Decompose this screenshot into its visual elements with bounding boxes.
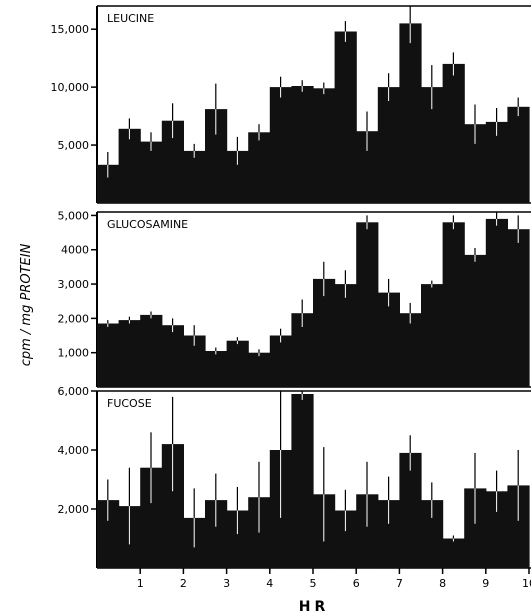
leucine-bar-1 <box>97 164 120 203</box>
leucine-bar-5 <box>183 150 206 203</box>
fucose-x-tick-label: 2 <box>180 577 187 590</box>
glucosamine-bar-12 <box>334 284 357 387</box>
fucose-bar-6 <box>205 500 228 568</box>
fucose-bar-7 <box>226 510 249 568</box>
glucosamine-y-tick-label: 5,000 <box>58 209 90 222</box>
leucine-bar-19 <box>485 121 508 203</box>
fucose-x-tick-label: 4 <box>266 577 273 590</box>
glucosamine-bar-20 <box>507 229 530 387</box>
leucine-bar-12 <box>334 31 357 203</box>
glucosamine-bar-4 <box>161 325 184 387</box>
fucose-x-tick-label: 5 <box>310 577 317 590</box>
fucose-x-tick-label: 9 <box>482 577 489 590</box>
glucosamine-bar-13 <box>356 222 379 387</box>
fucose-bar-15 <box>399 452 422 568</box>
fucose-panel: 2,000 4,000 6,000 FUCOSE 1 2 3 4 5 6 7 8 9 10 <box>58 385 531 590</box>
leucine-bar-2 <box>118 128 141 203</box>
glucosamine-bar-15 <box>399 313 422 387</box>
glucosamine-bar-9 <box>269 335 292 387</box>
glucosamine-bar-16 <box>421 284 444 387</box>
glucosamine-bar-7 <box>226 340 249 387</box>
glucosamine-panel: 1,000 2,000 3,000 4000 5,000 GLUCOSAMINE <box>58 209 531 388</box>
chart-panels: 5,00010,00015,000LEUCINE1,0002,0003,0004… <box>51 5 531 590</box>
fucose-x-tick-label: 6 <box>353 577 360 590</box>
leucine-y-tick-label: 5,000 <box>58 139 90 152</box>
glucosamine-y-tick-label: 4000 <box>61 244 89 257</box>
leucine-bar-20 <box>507 106 530 203</box>
leucine-bar-4 <box>161 120 184 203</box>
glucosamine-bar-10 <box>291 313 314 387</box>
glucosamine-bar-3 <box>140 314 163 387</box>
fucose-x-tick-label: 10 <box>522 577 531 590</box>
leucine-bar-11 <box>313 88 336 203</box>
leucine-bar-9 <box>269 87 292 203</box>
glucosamine-bar-5 <box>183 335 206 387</box>
fucose-bar-12 <box>334 510 357 568</box>
fucose-y-tick-label: 4,000 <box>58 444 90 457</box>
fucose-panel-title: FUCOSE <box>107 397 152 410</box>
fucose-x-tick-label: 3 <box>223 577 230 590</box>
fucose-bar-18 <box>464 488 487 568</box>
fucose-bar-10 <box>291 394 314 568</box>
leucine-bar-13 <box>356 131 379 203</box>
glucosamine-bar-2 <box>118 320 141 387</box>
leucine-bar-17 <box>442 63 465 204</box>
leucine-y-tick-label: 15,000 <box>51 23 90 36</box>
glucosamine-panel-title: GLUCOSAMINE <box>107 218 188 231</box>
leucine-panel-title: LEUCINE <box>107 12 154 25</box>
fucose-x-tick-label: 8 <box>439 577 446 590</box>
glucosamine-bar-18 <box>464 254 487 387</box>
fucose-bar-13 <box>356 494 379 569</box>
glucosamine-bar-19 <box>485 218 508 387</box>
glucosamine-bar-17 <box>442 222 465 387</box>
glucosamine-y-tick-label: 1,000 <box>58 347 90 360</box>
glucosamine-bar-6 <box>205 351 228 387</box>
fucose-x-tick-label: 7 <box>396 577 403 590</box>
fucose-bar-19 <box>485 491 508 568</box>
leucine-bar-8 <box>248 132 271 203</box>
leucine-bar-6 <box>205 109 228 203</box>
x-axis-label: HR <box>299 599 330 615</box>
fucose-bar-14 <box>377 500 400 568</box>
leucine-bar-15 <box>399 23 422 204</box>
y-axis-label: cpm / mg PROTEIN <box>19 243 34 366</box>
glucosamine-bar-11 <box>313 278 336 387</box>
leucine-bar-7 <box>226 150 249 203</box>
leucine-y-tick-label: 10,000 <box>51 81 90 94</box>
leucine-bar-3 <box>140 141 163 203</box>
fucose-y-tick-label: 6,000 <box>58 385 90 398</box>
fucose-y-tick-label: 2,000 <box>58 503 90 516</box>
glucosamine-bar-14 <box>377 292 400 387</box>
leucine-bar-18 <box>464 124 487 203</box>
leucine-bar-10 <box>291 86 314 203</box>
fucose-bar-17 <box>442 538 465 568</box>
fucose-bar-16 <box>421 500 444 568</box>
leucine-bar-14 <box>377 87 400 203</box>
fucose-bar-1 <box>97 500 120 568</box>
glucosamine-bar-1 <box>97 323 120 387</box>
fucose-bar-4 <box>161 444 184 568</box>
fucose-x-tick-label: 1 <box>137 577 144 590</box>
leucine-bar-16 <box>421 87 444 203</box>
fucose-bar-20 <box>507 485 530 568</box>
fucose-bar-3 <box>140 467 163 568</box>
glucosamine-y-tick-label: 2,000 <box>58 312 90 325</box>
leucine-panel: 5,000 10,000 15,000 LEUCINE <box>51 5 531 204</box>
glucosamine-y-tick-label: 3,000 <box>58 278 90 291</box>
glucosamine-bar-8 <box>248 352 271 387</box>
